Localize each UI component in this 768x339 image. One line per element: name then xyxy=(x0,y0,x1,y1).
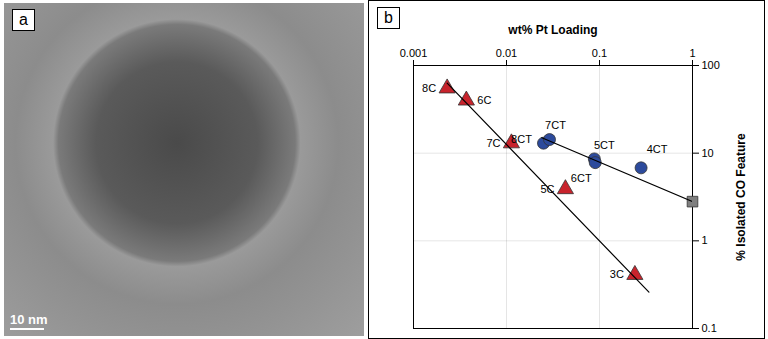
svg-text:% Isolated CO Feature: % Isolated CO Feature xyxy=(734,133,748,261)
svg-text:1: 1 xyxy=(689,47,695,59)
svg-text:0.001: 0.001 xyxy=(400,47,428,59)
svg-text:0.1: 0.1 xyxy=(592,47,607,59)
html-text:b: b xyxy=(384,9,393,26)
svg-text:3C: 3C xyxy=(610,268,624,280)
svg-text:8C: 8C xyxy=(422,82,436,94)
svg-text:5C: 5C xyxy=(540,183,554,195)
svg-text:100: 100 xyxy=(702,59,720,71)
svg-text:6C: 6C xyxy=(477,94,491,106)
svg-text:4CT: 4CT xyxy=(647,143,668,155)
svg-text:6CT: 6CT xyxy=(571,172,592,184)
svg-text:8CT: 8CT xyxy=(511,133,532,145)
svg-text:10: 10 xyxy=(702,147,714,159)
svg-text:7CT: 7CT xyxy=(545,119,566,131)
svg-text:7C: 7C xyxy=(486,137,500,149)
svg-text:1: 1 xyxy=(702,234,708,246)
svg-text:0.01: 0.01 xyxy=(496,47,517,59)
html-text:10 nm: 10 nm xyxy=(10,312,48,327)
svg-text:0.1: 0.1 xyxy=(702,322,717,334)
svg-text:5CT: 5CT xyxy=(594,139,615,151)
html-text:a: a xyxy=(19,11,28,28)
svg-text:wt% Pt Loading: wt% Pt Loading xyxy=(507,23,597,37)
